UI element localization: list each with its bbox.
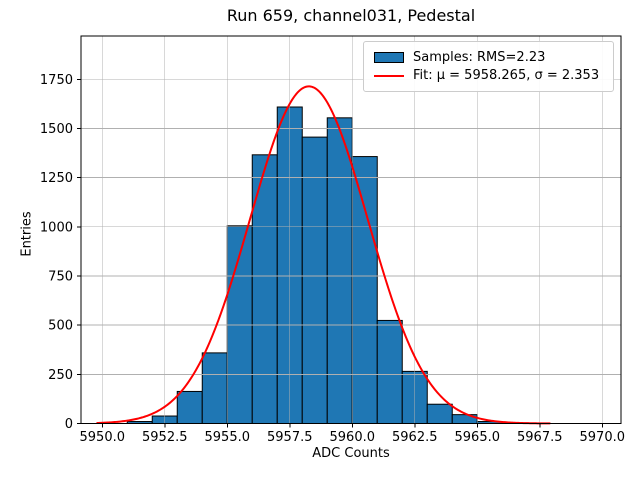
legend-entry-fit: Fit: μ = 5958.265, σ = 2.353: [374, 68, 603, 83]
y-tick-label: 750: [48, 269, 73, 284]
legend-label-samples: Samples: RMS=2.23: [413, 49, 546, 65]
x-tick-label: 5955.0: [205, 430, 251, 445]
histogram-bar: [301, 136, 328, 424]
chart-title: Run 659, channel031, Pedestal: [226, 6, 476, 25]
legend-entry-samples: Samples: RMS=2.23: [374, 50, 603, 65]
y-tick-label: 250: [48, 368, 73, 383]
x-tick-label: 5960.0: [330, 430, 376, 445]
y-tick-label: 500: [48, 319, 73, 334]
histogram-bar: [201, 352, 228, 424]
x-tick-label: 5950.0: [80, 430, 126, 445]
y-tick-label: 1500: [40, 122, 73, 137]
histogram-swatch-icon: [374, 51, 404, 63]
y-tick-label: 1000: [40, 220, 73, 235]
legend-label-fit: Fit: μ = 5958.265, σ = 2.353: [413, 68, 600, 84]
x-tick-label: 5967.5: [517, 430, 563, 445]
y-axis-label: Entries: [19, 211, 35, 257]
y-tick-label: 0: [65, 417, 73, 432]
histogram-bar: [326, 117, 353, 424]
fit-line-swatch-icon: [374, 74, 404, 77]
x-tick-label: 5957.5: [267, 430, 313, 445]
gaussian-fit-line: [96, 85, 551, 425]
legend: Samples: RMS=2.23 Fit: μ = 5958.265, σ =…: [363, 41, 614, 92]
x-tick-label: 5970.0: [580, 430, 626, 445]
x-tick-label: 5962.5: [392, 430, 438, 445]
histogram-bar: [176, 390, 203, 424]
axes-spines: [80, 35, 622, 425]
x-axis-label: ADC Counts: [312, 446, 390, 461]
y-tick-label: 1250: [40, 171, 73, 186]
x-tick-label: 5952.5: [142, 430, 188, 445]
x-tick-label: 5965.0: [455, 430, 501, 445]
histogram-bar: [426, 403, 453, 425]
histogram-bar: [376, 319, 403, 424]
histogram-bar: [351, 156, 378, 424]
y-tick-label: 1750: [40, 73, 73, 88]
